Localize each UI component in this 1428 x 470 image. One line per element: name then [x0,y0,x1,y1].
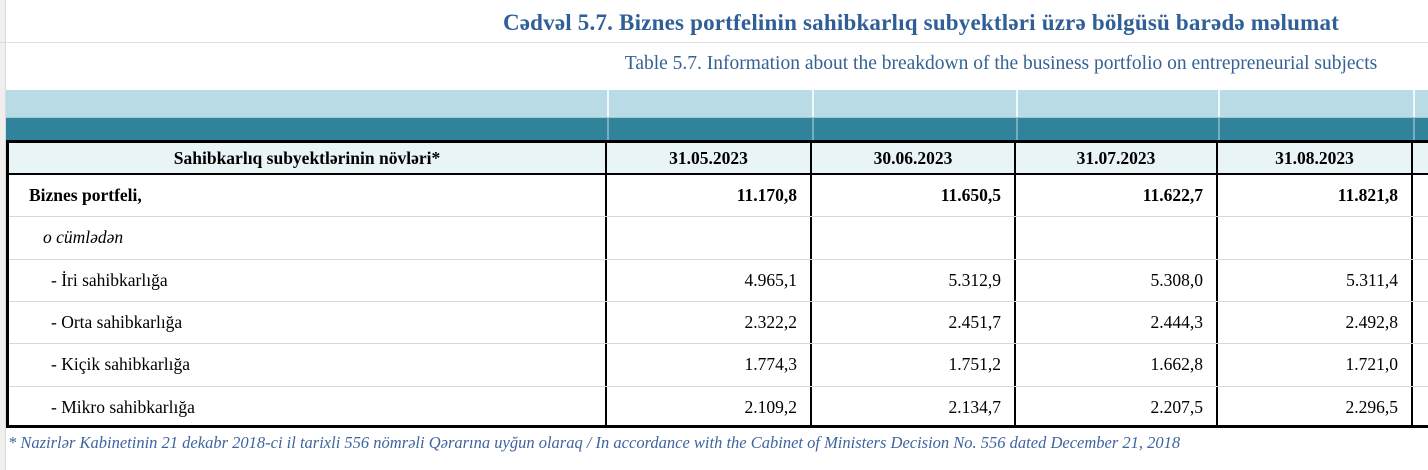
cell-partial [1413,175,1428,216]
cell-value: 1.721,0 [1345,354,1399,375]
table-row-including: o cümlədən [9,217,1428,260]
business-portfolio-table: Sahibkarlıq subyektlərinin növləri* 31.0… [6,140,1428,428]
column-header-entity-types: Sahibkarlıq subyektlərinin növləri* [9,143,607,173]
gridline [0,42,1428,43]
row-label: - Mikro sahibkarlığa [51,396,195,417]
cell-value: 1.662,8 [1150,354,1204,375]
cell-value: 11.622,7 [1142,185,1203,206]
table-title-en: Table 5.7. Information about the breakdo… [624,53,1378,74]
cell-partial [1413,217,1428,258]
band-separator [1218,118,1220,140]
table-row-micro-entrepreneurship: - Mikro sahibkarlığa 2.109,2 2.134,7 2.2… [9,386,1428,428]
band-separator [1413,118,1415,140]
cell-partial [1413,260,1428,301]
cell-value: 2.492,8 [1345,312,1399,333]
cell-value: 1.774,3 [744,354,798,375]
row-label: - Orta sahibkarlığa [51,312,183,333]
cell-value: 4.965,1 [744,269,798,290]
band-separator [1016,118,1018,140]
table-row-large-entrepreneurship: - İri sahibkarlığa 4.965,1 5.312,9 5.308… [9,259,1428,302]
column-header-date-4: 31.08.2023 [1218,143,1413,173]
table-row-business-portfolio: Biznes portfeli, 11.170,8 11.650,5 11.62… [9,175,1428,218]
column-header-date-1: 31.05.2023 [607,143,812,173]
table-row-medium-entrepreneurship: - Orta sahibkarlığa 2.322,2 2.451,7 2.44… [9,301,1428,345]
cell-value: 5.308,0 [1150,269,1204,290]
column-header-partial [1413,143,1428,173]
band-separator [1016,90,1018,117]
cell-value: 2.444,3 [1150,312,1204,333]
cell-value: 5.312,9 [948,269,1002,290]
band-separator [812,90,814,117]
band-separator [607,90,609,117]
row-label: Biznes portfeli, [29,185,142,206]
table-title-az: Cədvəl 5.7. Biznes portfelinin sahibkarl… [502,10,1340,35]
cell-partial [1413,344,1428,385]
table-body: Biznes portfeli, 11.170,8 11.650,5 11.62… [9,175,1428,428]
cell-value: 11.170,8 [736,185,797,206]
cell-value: 2.322,2 [744,312,798,333]
band-separator [607,118,609,140]
cell-partial [1413,387,1428,428]
band-separator [812,118,814,140]
cell-value: 2.207,5 [1150,396,1204,417]
cell-value: 11.821,8 [1337,185,1398,206]
band-separator [1218,90,1220,117]
cell-value: 2.134,7 [948,396,1002,417]
cell-value: 11.650,5 [940,185,1001,206]
table-bottom-border [6,425,1428,428]
row-label: - İri sahibkarlığa [51,269,168,290]
band-separator [1413,90,1415,117]
row-label: o cümlədən [43,227,124,248]
cell-value: 2.296,5 [1345,396,1399,417]
column-header-date-3: 31.07.2023 [1016,143,1218,173]
page-left-gutter [0,0,6,470]
decor-band-light-blue [6,90,1428,117]
cell-value: 5.311,4 [1346,269,1398,290]
cell-value: 2.109,2 [744,396,798,417]
cell-partial [1413,302,1428,343]
table-row-small-entrepreneurship: - Kiçik sahibkarlığa 1.774,3 1.751,2 1.6… [9,344,1428,387]
footnote: * Nazirlər Kabinetinin 21 dekabr 2018-ci… [8,433,1181,452]
table-header-row: Sahibkarlıq subyektlərinin növləri* 31.0… [9,140,1428,175]
row-label: - Kiçik sahibkarlığa [51,354,190,375]
column-header-date-2: 30.06.2023 [812,143,1016,173]
cell-value: 2.451,7 [948,312,1002,333]
decor-band-teal [6,117,1428,140]
cell-value: 1.751,2 [948,354,1002,375]
